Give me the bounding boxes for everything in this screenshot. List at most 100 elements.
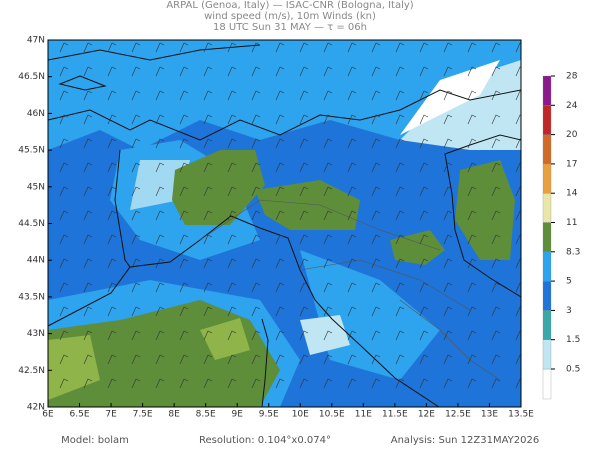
- header-line: ARPAL (Genoa, Italy) — ISAC-CNR (Bologna…: [166, 0, 413, 11]
- wind-barb: [419, 354, 429, 365]
- wind-barb: [395, 330, 405, 341]
- wind-barb: [107, 90, 117, 101]
- wind-barb: [491, 42, 501, 53]
- x-tick-label: 13.5E: [508, 410, 534, 420]
- wind-barb: [347, 90, 357, 101]
- wind-barb: [83, 90, 93, 101]
- wind-barb: [59, 282, 69, 293]
- wind-barb: [203, 66, 213, 77]
- wind-barb: [443, 234, 453, 245]
- wind-barb: [515, 114, 521, 125]
- wind-barb: [443, 282, 453, 293]
- wind-barb: [371, 354, 381, 365]
- wind-barb: [179, 66, 189, 77]
- colorbar-label: 17: [566, 159, 577, 169]
- wind-barb: [347, 282, 357, 293]
- wind-barb: [131, 234, 141, 245]
- wind-barb: [275, 114, 285, 125]
- wind-barb: [443, 258, 453, 269]
- wind-barb: [131, 186, 141, 197]
- wind-barb: [323, 330, 333, 341]
- wind-barb: [395, 306, 405, 317]
- wind-barb: [131, 330, 141, 341]
- wind-barb: [155, 378, 165, 389]
- x-tick-label: 11E: [355, 410, 372, 420]
- colorbar-segment: [542, 251, 552, 282]
- wind-barb: [299, 354, 309, 365]
- wind-barb: [323, 114, 333, 125]
- wind-barb: [515, 138, 521, 149]
- wind-barb: [179, 378, 189, 389]
- wind-barb: [203, 378, 213, 389]
- wind-barb: [371, 258, 381, 269]
- wind-barb: [323, 306, 333, 317]
- colorbar-label: 8.3: [566, 247, 580, 257]
- x-tick-label: 13E: [481, 410, 498, 420]
- wind-barb: [395, 66, 405, 77]
- colorbar-label: 28: [566, 72, 578, 82]
- wind-barb: [467, 138, 477, 149]
- wind-barb: [83, 210, 93, 221]
- wind-barb: [251, 66, 261, 77]
- wind-barb: [227, 330, 237, 341]
- wind-barb: [131, 378, 141, 389]
- wind-barb: [347, 234, 357, 245]
- wind-barb: [59, 210, 69, 221]
- wind-barb: [419, 306, 429, 317]
- wind-barb: [323, 234, 333, 245]
- wind-barb: [131, 66, 141, 77]
- wind-barb: [131, 162, 141, 173]
- wind-barb: [179, 306, 189, 317]
- wind-barb: [491, 378, 501, 389]
- wind-barb: [227, 354, 237, 365]
- wind-barb: [251, 258, 261, 269]
- wind-barb: [203, 258, 213, 269]
- wind-barb: [347, 378, 357, 389]
- wind-barb: [323, 138, 333, 149]
- wind-barb: [59, 162, 69, 173]
- colorbar-segment: [542, 134, 552, 165]
- header-line: 18 UTC Sun 31 MAY — τ = 06h: [213, 22, 367, 33]
- wind-barb: [227, 306, 237, 317]
- wind-barb: [155, 354, 165, 365]
- wind-barb: [155, 186, 165, 197]
- colorbar-segment: [542, 75, 552, 106]
- wind-barb: [155, 330, 165, 341]
- wind-barb: [227, 138, 237, 149]
- wind-barb: [491, 258, 501, 269]
- wind-barb: [299, 378, 309, 389]
- y-tick-label: 43N: [27, 329, 45, 339]
- wind-barb: [83, 138, 93, 149]
- wind-barb: [251, 186, 261, 197]
- wind-barb: [299, 138, 309, 149]
- wind-barb: [59, 114, 69, 125]
- wind-barb: [59, 90, 69, 101]
- wind-barb: [371, 234, 381, 245]
- wind-barb: [395, 258, 405, 269]
- wind-barb: [83, 66, 93, 77]
- wind-barb: [419, 90, 429, 101]
- wind-barb: [419, 186, 429, 197]
- wind-barb: [467, 378, 477, 389]
- wind-barb: [275, 138, 285, 149]
- wind-barb: [395, 186, 405, 197]
- x-tick-label: 12E: [418, 410, 435, 420]
- wind-barb: [59, 258, 69, 269]
- wind-barb: [83, 258, 93, 269]
- y-tick-label: 43.5N: [18, 292, 45, 302]
- wind-barb: [443, 138, 453, 149]
- wind-barb: [515, 90, 521, 101]
- wind-barb: [107, 138, 117, 149]
- wind-barb: [395, 234, 405, 245]
- wind-barb: [179, 138, 189, 149]
- wind-barb: [491, 90, 501, 101]
- wind-barb: [467, 66, 477, 77]
- wind-barb: [443, 330, 453, 341]
- wind-barb: [107, 378, 117, 389]
- wind-barb: [251, 354, 261, 365]
- wind-barb: [443, 162, 453, 173]
- wind-barb: [251, 90, 261, 101]
- colorbar-label: 20: [566, 130, 578, 140]
- wind-barb: [443, 210, 453, 221]
- wind-barb: [251, 378, 261, 389]
